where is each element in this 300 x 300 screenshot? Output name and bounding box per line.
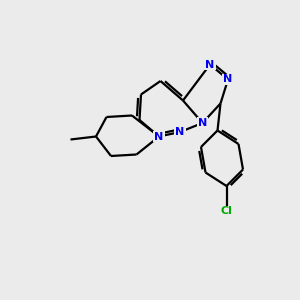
Text: N: N: [176, 127, 184, 137]
Text: N: N: [224, 74, 232, 85]
Text: N: N: [154, 131, 164, 142]
Text: Cl: Cl: [220, 206, 232, 217]
Text: N: N: [198, 118, 207, 128]
Text: N: N: [206, 59, 214, 70]
